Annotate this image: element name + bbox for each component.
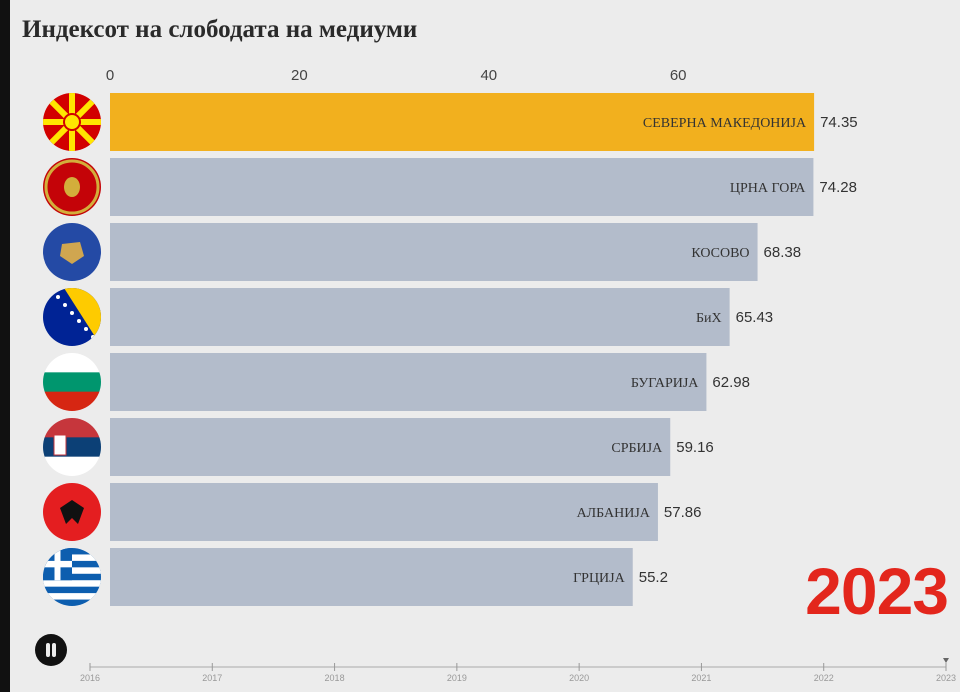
value-label: 74.28 — [819, 179, 857, 196]
x-tick-label: 40 — [480, 67, 497, 84]
montenegro-flag-icon — [43, 158, 101, 216]
bar-label: СЕВЕРНА МАКЕДОНИЈА — [643, 116, 807, 131]
value-label: 57.86 — [664, 504, 702, 521]
bar — [110, 483, 658, 541]
timeline-year-label: 2022 — [814, 673, 834, 683]
value-label: 62.98 — [712, 374, 750, 391]
bar-label: ЦРНА ГОРА — [730, 181, 806, 196]
x-tick-label: 20 — [291, 67, 308, 84]
bar-label: КОСОВО — [691, 246, 749, 261]
timeline-year-label: 2019 — [447, 673, 467, 683]
x-tick-label: 60 — [670, 67, 687, 84]
year-label: 2023 — [805, 554, 949, 628]
north-macedonia-flag-icon — [43, 93, 101, 151]
chart-title: Индексот на слободата на медиуми — [22, 16, 418, 43]
bar-label: ГРЦИЈА — [573, 571, 626, 586]
serbia-flag-icon — [43, 418, 101, 476]
bar-label: АЛБАНИЈА — [577, 506, 651, 521]
timeline-year-label: 2020 — [569, 673, 589, 683]
timeline-handle[interactable] — [943, 658, 949, 663]
timeline-year-label: 2023 — [936, 673, 956, 683]
value-label: 55.2 — [639, 569, 668, 586]
bar-label: БиХ — [696, 311, 722, 326]
bar — [110, 158, 814, 216]
kosovo-flag-icon — [43, 223, 101, 281]
timeline-year-label: 2018 — [325, 673, 345, 683]
value-label: 68.38 — [764, 244, 802, 261]
bulgaria-flag-icon — [43, 353, 101, 411]
bar — [110, 418, 671, 476]
pause-button[interactable] — [35, 634, 67, 666]
timeline-year-label: 2016 — [80, 673, 100, 683]
bar — [110, 353, 707, 411]
value-label: 65.43 — [736, 309, 774, 326]
value-label: 59.16 — [676, 439, 714, 456]
value-label: 74.35 — [820, 114, 858, 131]
left-edge — [0, 0, 10, 692]
bosnia-flag-icon — [43, 288, 101, 346]
bar — [110, 93, 815, 151]
bar — [110, 288, 730, 346]
x-tick-label: 0 — [106, 67, 114, 84]
timeline-year-label: 2021 — [691, 673, 711, 683]
bar — [110, 223, 758, 281]
bar-label: СРБИЈА — [611, 441, 663, 456]
bar — [110, 548, 633, 606]
albania-flag-icon — [43, 483, 101, 541]
greece-flag-icon — [43, 548, 101, 606]
bar-label: БУГАРИЈА — [631, 376, 699, 391]
timeline-year-label: 2017 — [202, 673, 222, 683]
